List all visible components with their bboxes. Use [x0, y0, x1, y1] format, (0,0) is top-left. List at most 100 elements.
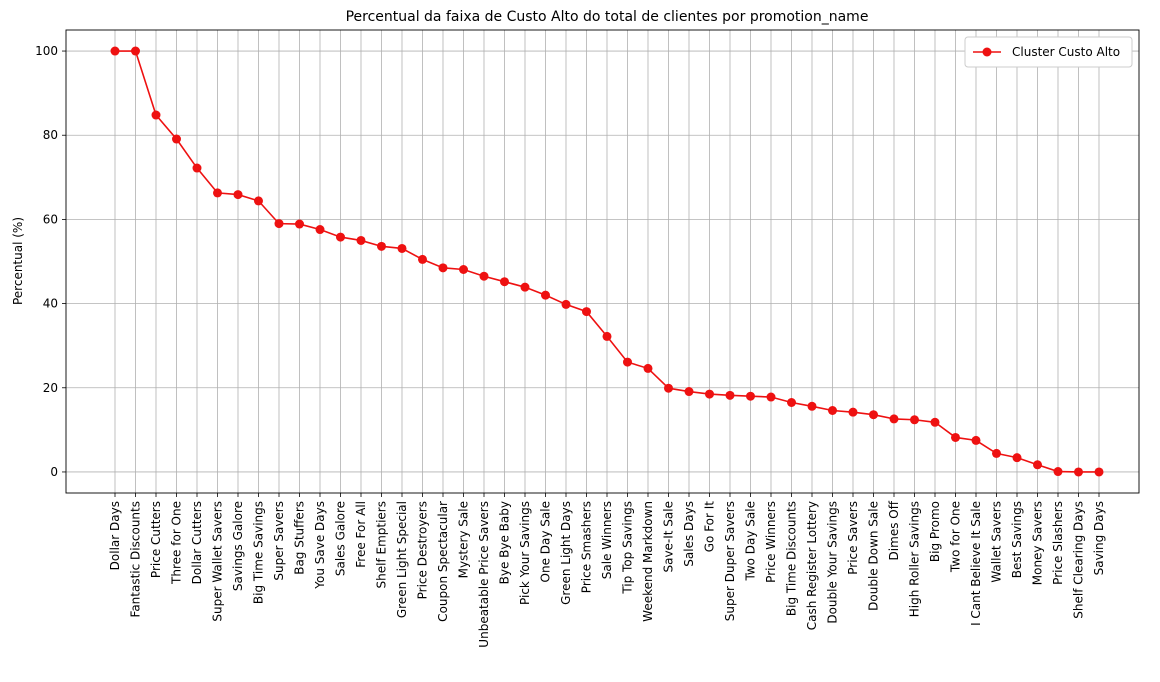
data-point — [561, 299, 571, 309]
data-point — [869, 410, 878, 420]
x-tick-label: Coupon Spectacular — [436, 501, 450, 622]
data-point — [664, 383, 673, 393]
x-tick-label: Two Day Sale — [744, 501, 758, 582]
data-point — [131, 46, 140, 56]
x-tick-label: Price Savers — [846, 501, 860, 575]
legend-label: Cluster Custo Alto — [1012, 45, 1120, 59]
grid — [66, 30, 1139, 493]
x-tick-label: Price Destroyers — [416, 501, 430, 599]
x-tick-label: Super Duper Savers — [723, 501, 737, 621]
x-tick-label: Dollar Days — [108, 501, 122, 570]
x-tick-label: Weekend Markdown — [641, 501, 655, 622]
y-tick-label: 0 — [50, 465, 58, 479]
x-tick-label: Money Savers — [1031, 501, 1045, 585]
x-tick-label: Big Time Discounts — [785, 501, 799, 616]
y-tick-label: 20 — [43, 381, 58, 395]
y-axis: 0 20 40 60 80 100 — [35, 44, 66, 479]
x-tick-label: Pick Your Savings — [518, 501, 532, 605]
data-point — [315, 225, 325, 235]
x-axis: Dollar Days Fantastic Discounts Price Cutt… — [108, 493, 1106, 648]
x-tick-label: Savings Galore — [231, 501, 245, 591]
x-tick-label: Super Wallet Savers — [211, 501, 225, 622]
x-tick-label: One Day Sale — [539, 501, 553, 582]
data-point — [725, 390, 735, 400]
data-point — [459, 264, 468, 274]
x-tick-label: Unbeatable Price Savers — [477, 501, 491, 648]
data-point — [930, 417, 940, 427]
data-point — [602, 331, 612, 341]
data-point — [233, 190, 243, 200]
data-point — [172, 134, 181, 144]
x-tick-label: Sales Galore — [334, 501, 348, 576]
data-point — [520, 282, 530, 292]
x-tick-label: Tip Top Savings — [621, 501, 635, 595]
data-point — [766, 392, 776, 402]
data-point — [623, 357, 632, 367]
data-point — [807, 401, 817, 411]
x-tick-label: Free For All — [354, 501, 368, 568]
x-tick-label: Price Cutters — [149, 501, 163, 578]
legend-box — [964, 36, 1133, 68]
x-tick-label: High Roller Savings — [908, 501, 922, 617]
x-tick-label: Bag Stuffers — [293, 501, 307, 575]
data-point — [951, 432, 960, 442]
data-point — [254, 196, 263, 206]
y-tick-label: 80 — [43, 128, 58, 142]
y-tick-label: 40 — [43, 297, 58, 311]
x-tick-label: Double Down Sale — [867, 501, 881, 611]
data-point — [971, 435, 981, 445]
x-tick-label: Price Smashers — [580, 501, 594, 593]
data-point — [356, 235, 366, 245]
x-tick-label: Fantastic Discounts — [129, 501, 143, 617]
plot-background — [66, 30, 1139, 493]
legend: Cluster Custo Alto — [964, 36, 1133, 68]
data-point — [192, 163, 202, 173]
data-point — [418, 254, 427, 264]
x-tick-label: I Cant Believe It Sale — [969, 501, 983, 626]
x-tick-label: Super Savers — [272, 501, 286, 581]
x-tick-label: Green Light Special — [395, 501, 409, 618]
y-axis-label: Percentual (%) — [11, 217, 25, 305]
data-point — [1094, 467, 1104, 477]
data-point — [397, 243, 407, 253]
x-tick-label: Big Promo — [928, 501, 942, 562]
plot-frame — [65, 29, 1140, 494]
x-tick-label: Price Slashers — [1051, 501, 1065, 585]
data-point — [684, 387, 694, 397]
data-point — [992, 448, 1001, 458]
chart-title: Percentual da faixa de Custo Alto do tot… — [346, 9, 869, 25]
legend-point-marker — [982, 47, 992, 57]
x-tick-label: Best Savings — [1010, 501, 1024, 578]
x-tick-label: Two for One — [949, 501, 963, 573]
data-point — [1053, 467, 1063, 477]
y-tick-label: 100 — [35, 44, 58, 58]
data-point — [336, 232, 345, 242]
series-layer — [110, 46, 1104, 477]
data-point — [438, 263, 448, 273]
x-tick-label: Big Time Savings — [252, 501, 266, 604]
data-point — [110, 46, 120, 56]
data-point — [910, 415, 919, 425]
x-tick-label: Green Light Days — [559, 501, 573, 605]
data-point — [828, 406, 837, 416]
x-tick-label: Price Winners — [764, 501, 778, 583]
data-point — [377, 241, 386, 251]
x-tick-label: Go For It — [703, 501, 717, 553]
data-point — [1033, 460, 1042, 470]
x-tick-label: Dollar Cutters — [190, 501, 204, 584]
x-tick-label: Three for One — [170, 501, 184, 585]
data-point — [541, 290, 550, 300]
data-point — [643, 363, 653, 373]
data-point — [1074, 467, 1083, 477]
x-tick-label: Saving Days — [1092, 501, 1106, 575]
data-point — [151, 110, 161, 120]
data-point — [746, 391, 755, 401]
x-tick-label: Save-It Sale — [662, 501, 676, 573]
data-point — [787, 398, 796, 408]
data-point — [582, 307, 591, 317]
x-tick-label: Sale Winners — [600, 501, 614, 579]
x-tick-label: Bye Bye Baby — [498, 501, 512, 584]
x-tick-label: Double Your Savings — [826, 501, 840, 624]
x-tick-label: You Save Days — [313, 501, 327, 590]
